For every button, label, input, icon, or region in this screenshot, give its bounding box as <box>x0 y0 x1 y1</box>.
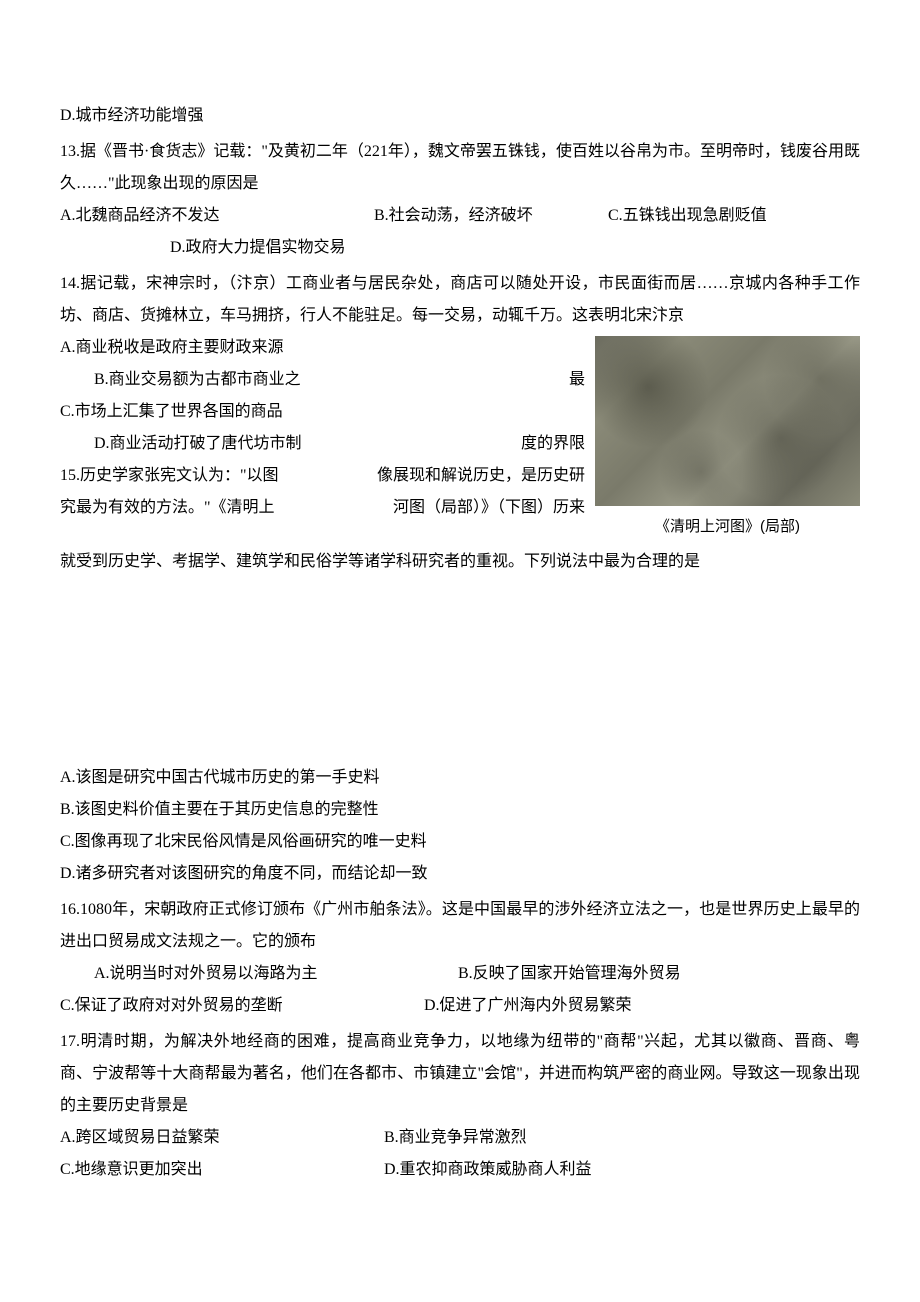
option-d: D.促进了广州海内外贸易繁荣 <box>424 990 632 1022</box>
option-b: B.社会动荡，经济破坏 <box>374 200 604 232</box>
question-stem: 14.据记载，宋神宗时，（汴京）工商业者与居民杂处，商店可以随处开设，市民面街而… <box>60 268 860 332</box>
q15-stem-mid2: 究最为有效的方法。"《清明上 <box>60 499 275 516</box>
option-c: C.地缘意识更加突出 <box>60 1154 380 1186</box>
option-b: B.反映了国家开始管理海外贸易 <box>458 958 681 990</box>
option-d: D.诸多研究者对该图研究的角度不同，而结论却一致 <box>60 858 860 890</box>
option-b-post: 最 <box>569 364 585 396</box>
option-c: C.五铢钱出现急剧贬值 <box>608 200 767 232</box>
options-row-1: A.北魏商品经济不发达 B.社会动荡，经济破坏 C.五铢钱出现急剧贬值 <box>60 200 860 232</box>
q15-stem-pre: 15.历史学家张宪文认为："以图 <box>60 467 279 484</box>
option-a: A.跨区域贸易日益繁荣 <box>60 1122 380 1154</box>
question-stem: 17.明清时期，为解决外地经商的困难，提高商业竞争力，以地缘为纽带的"商帮"兴起… <box>60 1026 860 1122</box>
figure-image <box>595 336 860 506</box>
option-d-post: 度的界限 <box>521 428 585 460</box>
question-15-options: A.该图是研究中国古代城市历史的第一手史料 B.该图史料价值主要在于其历史信息的… <box>60 762 860 890</box>
option-a: A.该图是研究中国古代城市历史的第一手史料 <box>60 762 860 794</box>
figure-qingming: 《清明上河图》(局部) <box>595 336 860 542</box>
option-d: D.政府大力提倡实物交易 <box>60 232 860 264</box>
option-d: D.重农抑商政策威胁商人利益 <box>384 1154 592 1186</box>
q15-stem-post: 就受到历史学、考据学、建筑学和民俗学等诸学科研究者的重视。下列说法中最为合理的是 <box>60 546 860 578</box>
figure-wrap-block: 《清明上河图》(局部) A.商业税收是政府主要财政来源 B.商业交易额为古都市商… <box>60 332 860 546</box>
option-a: A.说明当时对外贸易以海路为主 <box>60 958 454 990</box>
question-stem: 13.据《晋书·食货志》记载："及黄初二年（221年），魏文帝罢五铢钱，使百姓以… <box>60 136 860 200</box>
option-d-pre: D.商业活动打破了唐代坊市制 <box>60 435 302 452</box>
q15-stem-mid1: 像展现和解说历史，是历史研 <box>377 460 585 492</box>
option-b: B.该图史料价值主要在于其历史信息的完整性 <box>60 794 860 826</box>
question-16: 16.1080年，宋朝政府正式修订颁布《广州市舶条法》。这是中国最早的涉外经济立… <box>60 894 860 1022</box>
figure-caption: 《清明上河图》(局部) <box>595 512 860 542</box>
vertical-gap <box>60 582 860 762</box>
options-row-2: C.保证了政府对对外贸易的垄断 D.促进了广州海内外贸易繁荣 <box>60 990 860 1022</box>
option-c: C.保证了政府对对外贸易的垄断 <box>60 990 420 1022</box>
question-12-tail: D.城市经济功能增强 <box>60 100 860 132</box>
option-a: A.北魏商品经济不发达 <box>60 200 370 232</box>
question-stem: 16.1080年，宋朝政府正式修订颁布《广州市舶条法》。这是中国最早的涉外经济立… <box>60 894 860 958</box>
option-b: B.商业竞争异常激烈 <box>384 1122 527 1154</box>
option-d: D.城市经济功能增强 <box>60 100 860 132</box>
question-13: 13.据《晋书·食货志》记载："及黄初二年（221年），魏文帝罢五铢钱，使百姓以… <box>60 136 860 264</box>
options-row-1: A.说明当时对外贸易以海路为主 B.反映了国家开始管理海外贸易 <box>60 958 860 990</box>
question-14: 14.据记载，宋神宗时，（汴京）工商业者与居民杂处，商店可以随处开设，市民面街而… <box>60 268 860 578</box>
question-17: 17.明清时期，为解决外地经商的困难，提高商业竞争力，以地缘为纽带的"商帮"兴起… <box>60 1026 860 1186</box>
option-c: C.图像再现了北宋民俗风情是风俗画研究的唯一史料 <box>60 826 860 858</box>
q15-stem-mid3: 河图（局部）》（下图）历来 <box>393 492 585 524</box>
option-b-pre: B.商业交易额为古都市商业之 <box>60 371 301 388</box>
options-row-2: C.地缘意识更加突出 D.重农抑商政策威胁商人利益 <box>60 1154 860 1186</box>
options-row-1: A.跨区域贸易日益繁荣 B.商业竞争异常激烈 <box>60 1122 860 1154</box>
